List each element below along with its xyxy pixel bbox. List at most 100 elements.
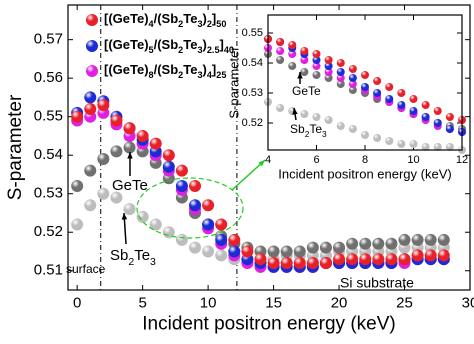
data-point [372,253,385,266]
data-point [300,110,309,118]
data-point [276,47,285,55]
data-point [336,74,345,82]
data-point [189,199,202,212]
data-point [336,122,345,130]
data-point [445,125,454,133]
data-point [254,253,267,266]
y-tick-label: 0.54 [242,57,263,69]
x-tick-label: 8 [362,154,368,166]
data-point [324,74,333,82]
series-label: GeTe [112,177,148,194]
data-point [267,257,280,270]
x-axis-label: Incident positron energy (keV) [278,167,451,182]
data-point [312,50,321,58]
data-point [333,241,346,254]
data-point [84,199,97,212]
data-point [373,134,382,142]
x-tick-label: 0 [73,294,81,311]
data-point [397,140,406,148]
data-point [300,47,309,55]
series-label: GeTe [292,84,321,98]
arrow-head [127,152,133,159]
arrow-head [292,108,298,115]
y-tick-label: 0.55 [34,108,63,125]
y-tick-label: 0.52 [34,223,63,240]
data-point [175,180,188,193]
data-point [348,86,357,94]
x-tick-label: 12 [456,154,468,166]
data-point [202,199,215,212]
data-point [175,233,188,246]
x-tick-label: 10 [200,294,217,311]
data-point [336,59,345,67]
data-point [398,253,411,266]
data-point [398,233,411,246]
data-point [333,253,346,266]
data-point [348,80,357,88]
data-point [421,143,430,151]
data-point [293,257,306,270]
x-tick-label: 10 [407,154,419,166]
data-point [84,164,97,177]
data-point [136,210,149,223]
data-point [300,56,309,64]
data-point [324,116,333,124]
data-point [312,56,321,64]
legend-label: [(GeTe)5/(Sb2Te3)2.5]40 [104,37,234,55]
data-point [189,180,202,193]
data-point [228,245,241,258]
x-axis-label: Incident positron energy (keV) [142,314,395,335]
data-point [202,218,215,231]
data-point [215,249,228,262]
data-point [348,65,357,73]
x-tick-label: 15 [265,294,282,311]
data-point [306,241,319,254]
legend-marker [86,14,98,26]
data-point [162,160,175,173]
y-tick-label: 0.52 [242,117,263,129]
data-point [149,137,162,150]
y-tick-label: 0.56 [34,69,63,86]
x-tick-label: 4 [265,154,271,166]
data-point [123,122,136,135]
data-point [110,114,123,127]
data-point [445,113,454,121]
data-point [71,218,84,231]
y-tick-label: 0.51 [34,262,63,279]
data-point [336,68,345,76]
data-point [385,237,398,250]
series-label: Sb2Te3 [290,122,327,139]
data-point [97,99,110,112]
data-point [424,233,437,246]
data-point [276,104,285,112]
data-point [409,107,418,115]
data-point [149,218,162,231]
data-point [84,102,97,115]
data-point [411,249,424,262]
data-point [409,140,418,148]
x-tick-label: 5 [138,294,146,311]
y-axis-label: S-parameter [226,46,241,119]
data-point [276,56,285,64]
data-point [319,257,332,270]
data-point [397,89,406,97]
y-tick-label: 0.57 [34,31,63,48]
data-point [361,131,369,139]
y-axis-label: S-parameter [5,94,26,200]
data-point [228,233,241,246]
data-point [385,95,394,103]
data-point [324,68,333,76]
data-point [123,203,136,216]
data-point [71,110,84,123]
legend-label: [(GeTe)4/(Sb2Te3)2]50 [104,11,226,29]
data-point [280,257,293,270]
data-point [421,113,430,121]
data-point [312,62,321,70]
data-point [312,113,321,121]
data-point [324,62,333,70]
data-point [110,145,123,158]
data-point [189,241,202,254]
y-tick-label: 0.53 [34,185,63,202]
data-point [348,74,357,82]
